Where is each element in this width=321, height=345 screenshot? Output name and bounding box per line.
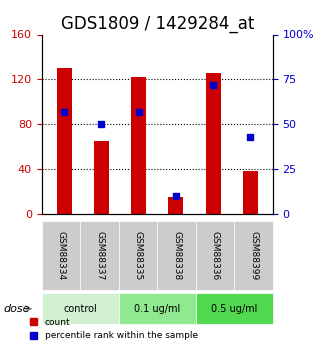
Legend: count, percentile rank within the sample: count, percentile rank within the sample <box>30 318 198 341</box>
Text: GSM88336: GSM88336 <box>211 231 220 280</box>
Text: 0.5 ug/ml: 0.5 ug/ml <box>211 304 257 314</box>
Text: 0.1 ug/ml: 0.1 ug/ml <box>134 304 180 314</box>
Title: GDS1809 / 1429284_at: GDS1809 / 1429284_at <box>61 15 254 33</box>
Point <box>173 193 178 199</box>
Text: GSM88337: GSM88337 <box>95 231 104 280</box>
Text: dose: dose <box>3 304 30 314</box>
Bar <box>56 68 72 214</box>
Point <box>99 121 104 127</box>
Bar <box>243 171 258 214</box>
Text: GSM88335: GSM88335 <box>134 231 143 280</box>
Text: GSM88338: GSM88338 <box>172 231 181 280</box>
Point <box>248 134 253 139</box>
Bar <box>94 141 109 214</box>
Text: GSM88334: GSM88334 <box>56 231 65 280</box>
Text: control: control <box>63 304 97 314</box>
Point <box>136 109 141 115</box>
Bar <box>206 73 221 214</box>
Bar <box>131 77 146 214</box>
Point <box>211 82 216 88</box>
Text: GSM88399: GSM88399 <box>249 231 258 280</box>
Point <box>62 109 67 115</box>
Bar <box>169 197 183 214</box>
